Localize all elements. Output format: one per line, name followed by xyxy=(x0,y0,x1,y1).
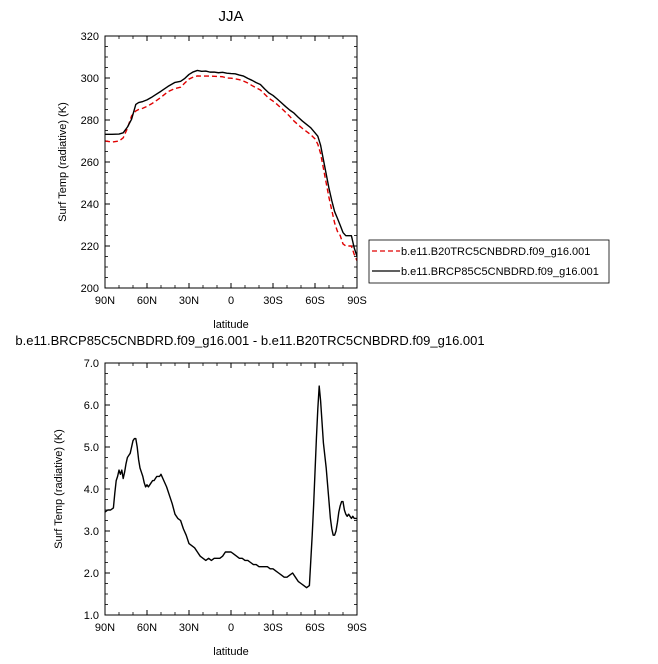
bottom-chart-title: b.e11.BRCP85C5CNBDRD.f09_g16.001 - b.e11… xyxy=(15,333,484,348)
x-tick-label: 90S xyxy=(347,295,367,307)
x-tick-label: 30S xyxy=(263,295,283,307)
y-tick-label: 5.0 xyxy=(84,442,99,454)
bottom-panel: b.e11.BRCP85C5CNBDRD.f09_g16.001 - b.e11… xyxy=(15,333,484,658)
y-tick-label: 4.0 xyxy=(84,484,99,496)
figure: JJA 200 220 240 260 280 300 320 90N 60N 30N 0 30S 60… xyxy=(0,0,658,664)
y-tick-label: 220 xyxy=(81,241,99,253)
series-line-rcp85 xyxy=(105,70,357,256)
bottom-plot-frame xyxy=(105,363,357,615)
x-tick-label: 30N xyxy=(179,622,199,634)
y-tick-label: 3.0 xyxy=(84,526,99,538)
y-tick-label: 260 xyxy=(81,157,99,169)
top-chart-title: JJA xyxy=(218,8,243,25)
top-panel: JJA 200 220 240 260 280 300 320 90N 60N 30N 0 30S 60… xyxy=(57,8,609,331)
top-x-axis-label: latitude xyxy=(213,319,248,331)
x-tick-label: 90N xyxy=(95,622,115,634)
x-tick-label: 60N xyxy=(137,622,157,634)
y-tick-label: 7.0 xyxy=(84,358,99,370)
y-tick-label: 200 xyxy=(81,283,99,295)
legend-label-rcp85: b.e11.BRCP85C5CNBDRD.f09_g16.001 xyxy=(401,266,599,278)
y-tick-label: 240 xyxy=(81,199,99,211)
x-tick-label: 60N xyxy=(137,295,157,307)
x-tick-label: 90S xyxy=(347,622,367,634)
y-tick-label: 280 xyxy=(81,115,99,127)
legend-label-historical: b.e11.B20TRC5CNBDRD.f09_g16.001 xyxy=(401,246,590,258)
x-tick-label: 90N xyxy=(95,295,115,307)
series-line-historical xyxy=(105,76,357,261)
y-tick-label: 1.0 xyxy=(84,610,99,622)
x-tick-label: 0 xyxy=(228,295,234,307)
series-line-difference xyxy=(105,386,357,588)
x-tick-label: 30N xyxy=(179,295,199,307)
x-tick-label: 0 xyxy=(228,622,234,634)
y-tick-label: 6.0 xyxy=(84,400,99,412)
x-tick-label: 60S xyxy=(305,622,325,634)
legend: b.e11.B20TRC5CNBDRD.f09_g16.001 b.e11.BR… xyxy=(369,240,609,283)
bottom-y-axis-label: Surf Temp (radiative) (K) xyxy=(53,429,65,549)
y-tick-label: 320 xyxy=(81,31,99,43)
y-tick-label: 2.0 xyxy=(84,568,99,580)
y-tick-label: 300 xyxy=(81,73,99,85)
bottom-x-axis-label: latitude xyxy=(213,646,248,658)
x-tick-label: 30S xyxy=(263,622,283,634)
top-y-axis-label: Surf Temp (radiative) (K) xyxy=(57,102,69,222)
x-tick-label: 60S xyxy=(305,295,325,307)
